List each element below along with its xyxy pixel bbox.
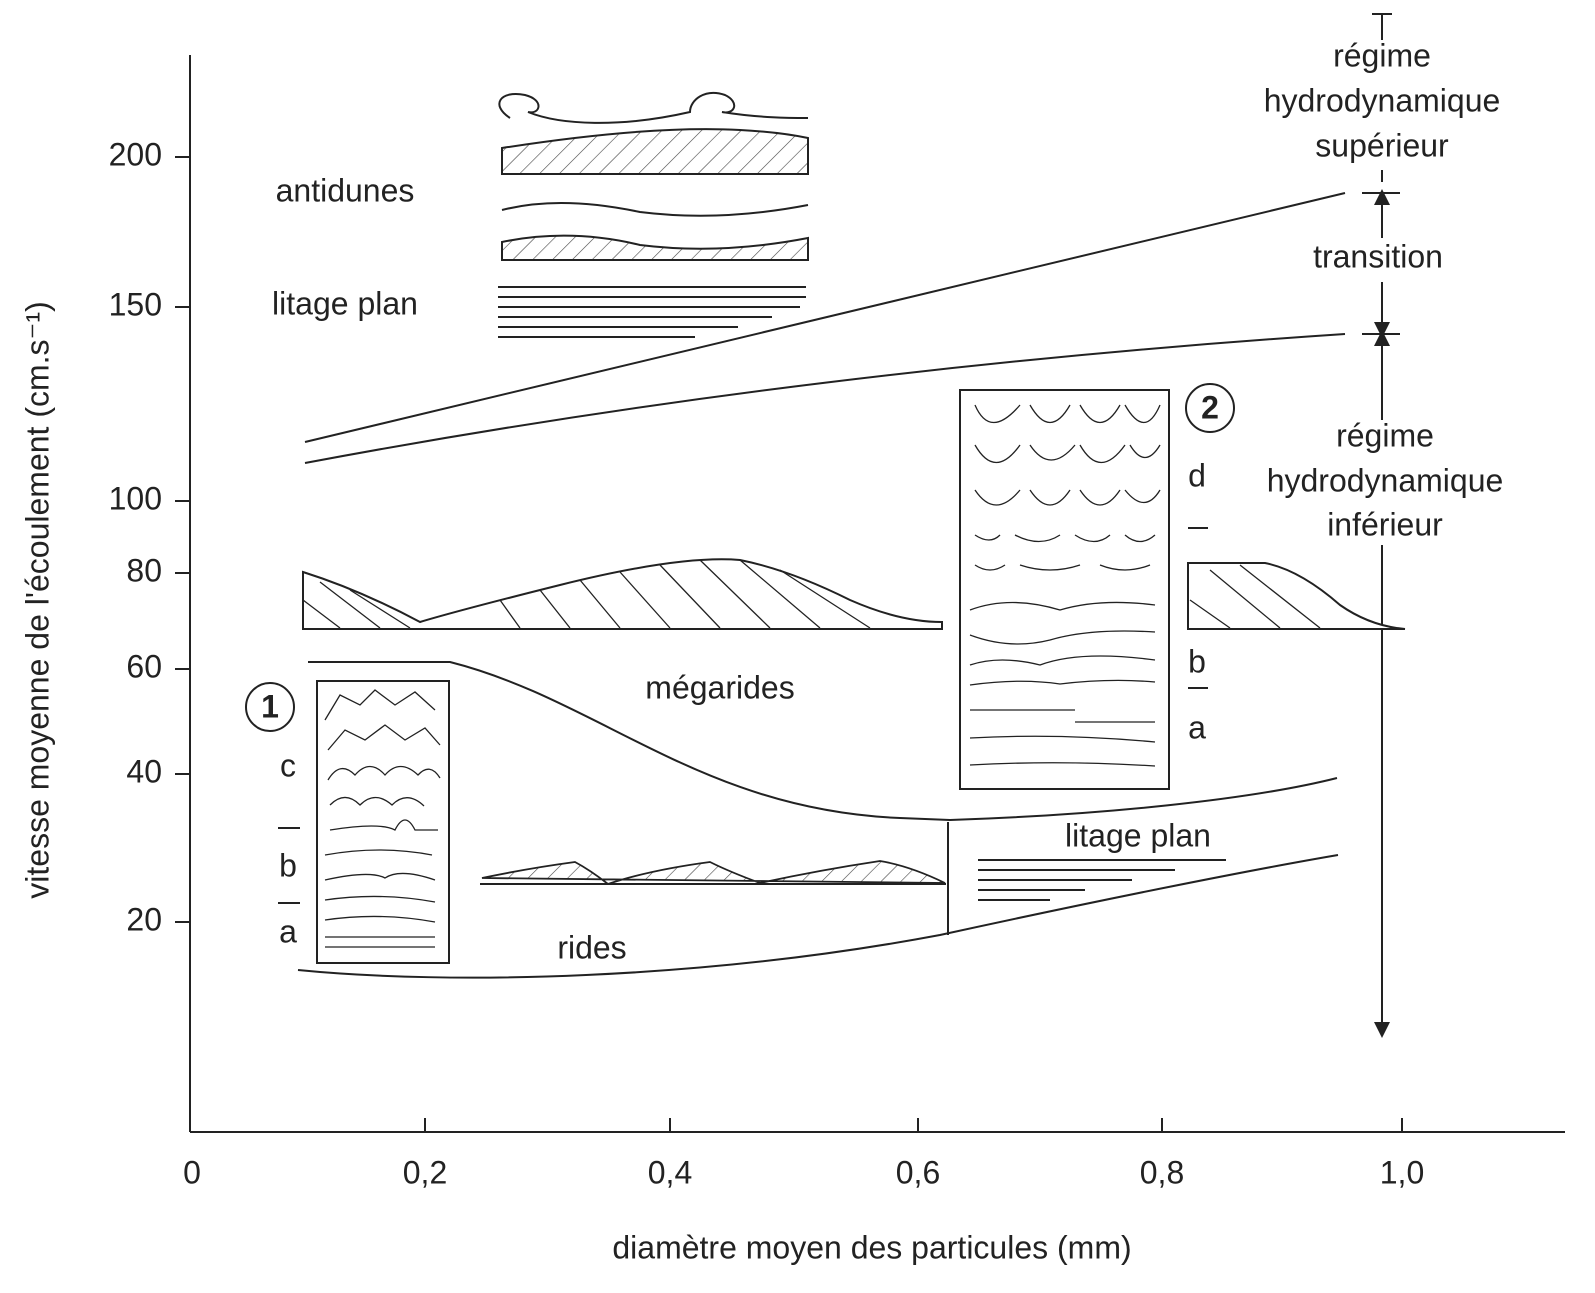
y-axis-label: vitesse moyenne de l'écoulement (cm.s⁻¹) [19,301,55,898]
sketch-label: a [279,913,297,949]
sketch-label: b [279,847,297,883]
sketch-label: c [280,747,296,783]
sketch-label: b [1188,643,1206,679]
sketch-label: d [1188,457,1206,493]
x-tick-label: 0,6 [896,1154,940,1190]
x-tick-label: 0,4 [648,1154,692,1190]
y-tick-label: 20 [126,901,162,937]
region-label: antidunes [276,172,415,208]
region-label: rides [557,929,626,965]
regime-label: régime [1336,417,1434,453]
y-tick-label: 200 [109,136,162,172]
regime-label: supérieur [1315,127,1449,163]
sketch-number: 2 [1201,389,1219,425]
axes: 200 150 100 80 60 40 20 0 0,2 0,4 0,6 0,… [19,55,1565,1265]
y-tick-label: 80 [126,552,162,588]
regime-label: inférieur [1327,506,1443,542]
x-tick-label: 0,2 [403,1154,447,1190]
region-label: mégarides [645,669,794,705]
y-tick-label: 60 [126,648,162,684]
y-tick-label: 40 [126,753,162,789]
region-label: litage plan [1065,817,1211,853]
ripples [480,860,1226,900]
antidune-sketch [498,93,808,337]
x-tick-label: 0 [183,1154,201,1190]
region-label: litage plan [272,285,418,321]
regime-label: transition [1313,238,1443,274]
regime-label: hydrodynamique [1267,462,1504,498]
x-tick-label: 1,0 [1380,1154,1424,1190]
regime-label: hydrodynamique [1264,82,1501,118]
x-tick-label: 0,8 [1140,1154,1184,1190]
y-tick-label: 150 [109,286,162,322]
sketch-1: 1 c b a [246,681,449,963]
diagram: 200 150 100 80 60 40 20 0 0,2 0,4 0,6 0,… [0,0,1595,1293]
sketch-label: a [1188,709,1206,745]
x-axis-label: diamètre moyen des particules (mm) [612,1229,1131,1265]
sketch-number: 1 [261,688,279,724]
regime-label: régime [1333,37,1431,73]
y-tick-label: 100 [109,480,162,516]
dunes [303,559,1405,629]
